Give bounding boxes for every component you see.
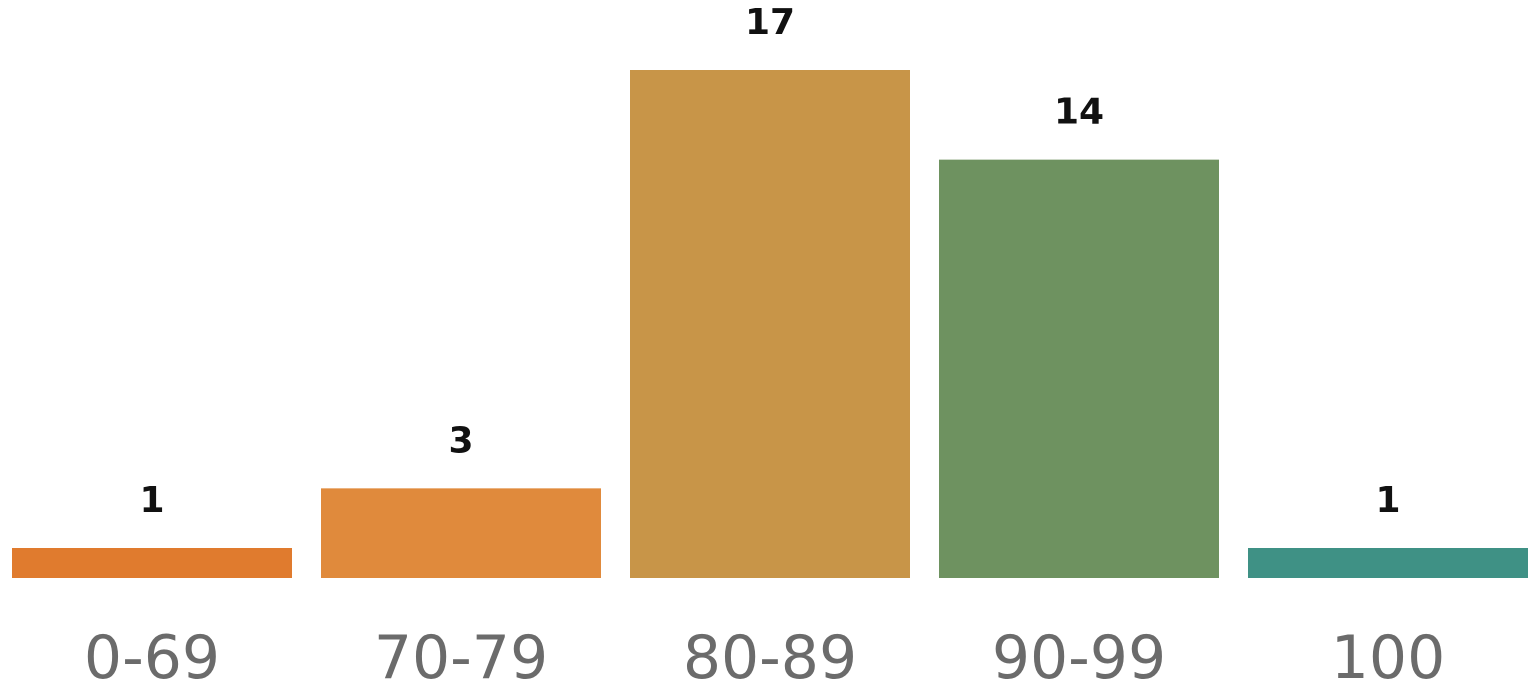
bar-value-labels: 1 3 17 14 1 [139,2,1400,521]
category-label: 70-79 [374,623,548,688]
bar-value-label: 3 [448,420,473,461]
bar-100 [1248,548,1528,578]
bar-value-label: 1 [139,480,164,521]
bar-value-label: 14 [1054,92,1104,133]
category-labels: 0-69 70-79 80-89 90-99 100 [84,623,1445,688]
bar-value-label: 17 [745,2,795,43]
bar-70-79 [321,488,601,578]
category-label: 100 [1331,623,1446,688]
bar-80-89 [630,70,910,578]
category-label: 80-89 [683,623,857,688]
bar-90-99 [939,159,1219,578]
category-label: 0-69 [84,623,220,688]
bars [12,70,1528,578]
category-label: 90-99 [992,623,1166,688]
bar-value-label: 1 [1375,480,1400,521]
bar-0-69 [12,548,292,578]
